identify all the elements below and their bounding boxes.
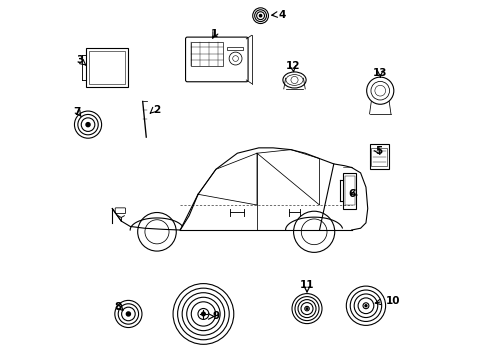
Bar (344, 176, 354, 205)
Bar (370, 148, 386, 166)
Circle shape (364, 305, 366, 307)
Bar (369, 144, 388, 169)
Text: 13: 13 (372, 68, 386, 78)
Circle shape (201, 312, 205, 316)
Circle shape (86, 123, 90, 127)
Text: 1: 1 (210, 28, 217, 39)
Bar (226, 47, 242, 50)
Bar (89, 51, 124, 84)
Text: 4: 4 (278, 10, 285, 19)
Text: 2: 2 (153, 105, 161, 115)
Text: 11: 11 (299, 280, 314, 291)
Bar (342, 173, 356, 208)
Text: 5: 5 (374, 147, 381, 157)
Circle shape (305, 308, 307, 309)
Text: 10: 10 (385, 296, 399, 306)
Text: 6: 6 (347, 189, 355, 199)
Circle shape (259, 14, 261, 17)
Text: 8: 8 (114, 302, 121, 312)
Text: 9: 9 (212, 311, 219, 321)
Text: 7: 7 (74, 107, 81, 117)
Circle shape (126, 312, 130, 316)
Text: 3: 3 (77, 55, 83, 65)
Bar (85, 48, 128, 87)
Bar (190, 42, 223, 66)
Text: 12: 12 (285, 61, 300, 71)
